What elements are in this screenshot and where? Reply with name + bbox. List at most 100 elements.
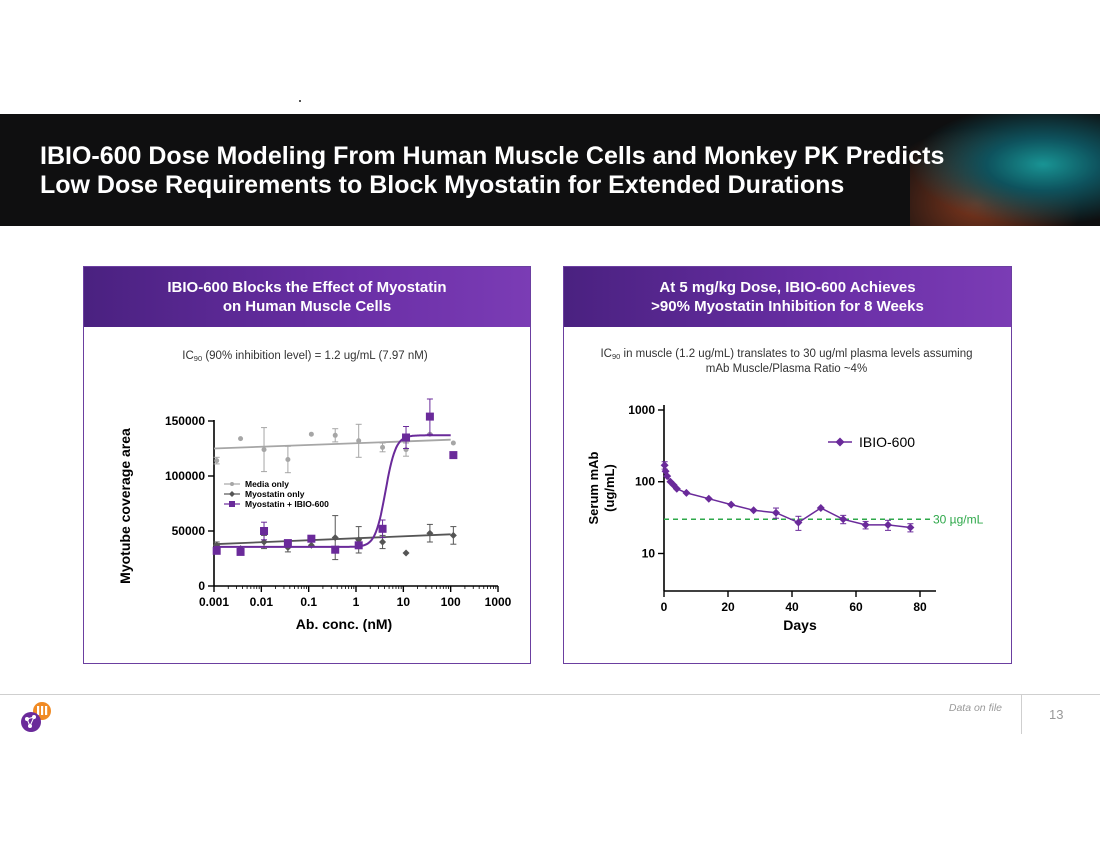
y-axis-title: Myotube coverage area [117, 428, 133, 584]
data-point-diamond [704, 494, 713, 503]
data-point-square [307, 534, 316, 543]
data-point-square [236, 547, 245, 556]
data-point-circle [308, 431, 314, 437]
data-point-diamond [794, 518, 803, 527]
data-point-diamond [816, 504, 825, 513]
data-point-diamond [449, 531, 457, 539]
data-point-square [331, 545, 340, 554]
x-tick-label: 100 [441, 595, 461, 609]
legend-marker [835, 437, 845, 447]
data-point-square [283, 539, 292, 548]
right-header-line2: >90% Myostatin Inhibition for 8 Weeks [651, 298, 924, 315]
y-tick-label: 50000 [172, 524, 206, 538]
x-tick-label: 0.001 [199, 595, 229, 609]
data-point-square [260, 527, 269, 535]
title-band [0, 114, 1100, 226]
right-header-line1: At 5 mg/kg Dose, IBIO-600 Achieves [659, 279, 916, 296]
legend-label: Myostatin + IBIO-600 [245, 499, 329, 509]
data-point-circle [261, 447, 267, 453]
pk-chart: 10 100 1000 0 20 40 60 80 Days Serum mAb (ug/mL) 30… [586, 403, 984, 633]
x-axis-title: Ab. conc. (nM) [296, 616, 392, 632]
data-point-square [402, 433, 411, 442]
x-tick-label: 60 [849, 600, 863, 614]
x-tick-label: 1000 [485, 595, 512, 609]
data-point-diamond [749, 506, 758, 515]
slide-title-line1: IBIO-600 Dose Modeling From Human Muscle… [40, 142, 945, 170]
legend-label: IBIO-600 [859, 434, 915, 450]
data-point-square [212, 546, 221, 555]
antibody-image [910, 114, 1100, 226]
x-tick-label: 0.1 [300, 595, 317, 609]
y-tick-label: 1000 [628, 403, 655, 417]
data-point-circle [214, 458, 220, 464]
data-point-diamond [402, 549, 410, 557]
data-point-square [378, 524, 387, 533]
data-point-diamond [772, 508, 780, 517]
x-tick-label: 10 [397, 595, 411, 609]
fit-line-1 [213, 533, 451, 546]
x-tick-label: 1 [353, 595, 360, 609]
company-logo-icon [21, 702, 51, 732]
left-panel: IBIO-600 Blocks the Effect of Myostatin … [83, 266, 531, 664]
y-axis-title-line2: (ug/mL) [602, 464, 617, 512]
data-point-diamond [727, 500, 736, 509]
y-tick-label: 0 [198, 579, 205, 593]
data-point-circle [450, 440, 456, 446]
page-number: 13 [1049, 707, 1064, 722]
slide-title: IBIO-600 Dose Modeling From Human Muscle… [40, 142, 1030, 200]
legend-label: Myostatin only [245, 489, 305, 499]
x-tick-label: 20 [721, 600, 735, 614]
right-panel-header: At 5 mg/kg Dose, IBIO-600 Achieves >90% … [564, 267, 1011, 327]
series-line-ibio [663, 465, 911, 529]
stray-dot [299, 100, 301, 102]
data-point-diamond [861, 520, 870, 529]
data-point-square [354, 541, 363, 550]
source-note: Data on file [948, 702, 1002, 714]
threshold-label: 30 µg/mL [933, 512, 984, 526]
data-point-circle [380, 444, 386, 450]
data-point-circle [238, 436, 244, 442]
data-point-circle [332, 432, 338, 438]
x-tick-label: 40 [785, 600, 799, 614]
footer-vertical-divider [1021, 694, 1022, 734]
x-tick-label: 0 [661, 600, 668, 614]
left-header-line2: on Human Muscle Cells [222, 298, 392, 315]
data-point-diamond [663, 472, 672, 481]
y-tick-label: 150000 [165, 414, 205, 428]
data-point-diamond [666, 477, 675, 486]
data-point-diamond [884, 520, 892, 529]
slide-title-line2: Low Dose Requirements to Block Myostatin… [40, 171, 845, 199]
data-point-circle [285, 457, 291, 462]
right-ic90-note: IC90 in muscle (1.2 ug/mL) translates to… [600, 348, 973, 375]
left-header-line1: IBIO-600 Blocks the Effect of Myostatin [167, 279, 447, 296]
data-point-square [449, 451, 458, 460]
y-axis-title: Serum mAb (ug/mL) [586, 451, 617, 524]
legend-marker [229, 501, 235, 507]
y-axis-title-line1: Serum mAb [586, 451, 601, 524]
legend-marker [230, 482, 234, 486]
left-ic90-note: IC90 (90% inhibition level) = 1.2 ug/mL … [182, 350, 428, 363]
legend-marker [229, 491, 235, 497]
y-tick-label: 100000 [165, 469, 205, 483]
data-point-diamond [331, 534, 339, 542]
data-point-diamond [660, 461, 669, 470]
dose-response-chart: 0 50000 100000 150000 0.001 0.01 0.1 1 10 100 1000… [117, 398, 512, 632]
data-point-diamond [426, 529, 434, 537]
y-tick-label: 10 [642, 546, 656, 560]
footer-divider [0, 694, 1100, 695]
data-point-diamond [839, 515, 848, 524]
x-axis-title: Days [783, 617, 817, 633]
right-panel: At 5 mg/kg Dose, IBIO-600 Achieves >90% … [563, 266, 1012, 664]
data-point-diamond [906, 523, 915, 532]
data-point-circle [356, 438, 362, 444]
left-panel-header: IBIO-600 Blocks the Effect of Myostatin … [84, 267, 530, 327]
legend-label: Media only [245, 479, 289, 489]
x-tick-label: 0.01 [250, 595, 274, 609]
y-tick-label: 100 [635, 475, 655, 489]
x-tick-label: 80 [913, 600, 927, 614]
data-point-square [425, 412, 434, 421]
data-point-diamond [672, 484, 681, 493]
data-point-diamond [379, 538, 387, 546]
data-point-diamond [682, 488, 691, 497]
fit-line-0 [213, 438, 451, 450]
